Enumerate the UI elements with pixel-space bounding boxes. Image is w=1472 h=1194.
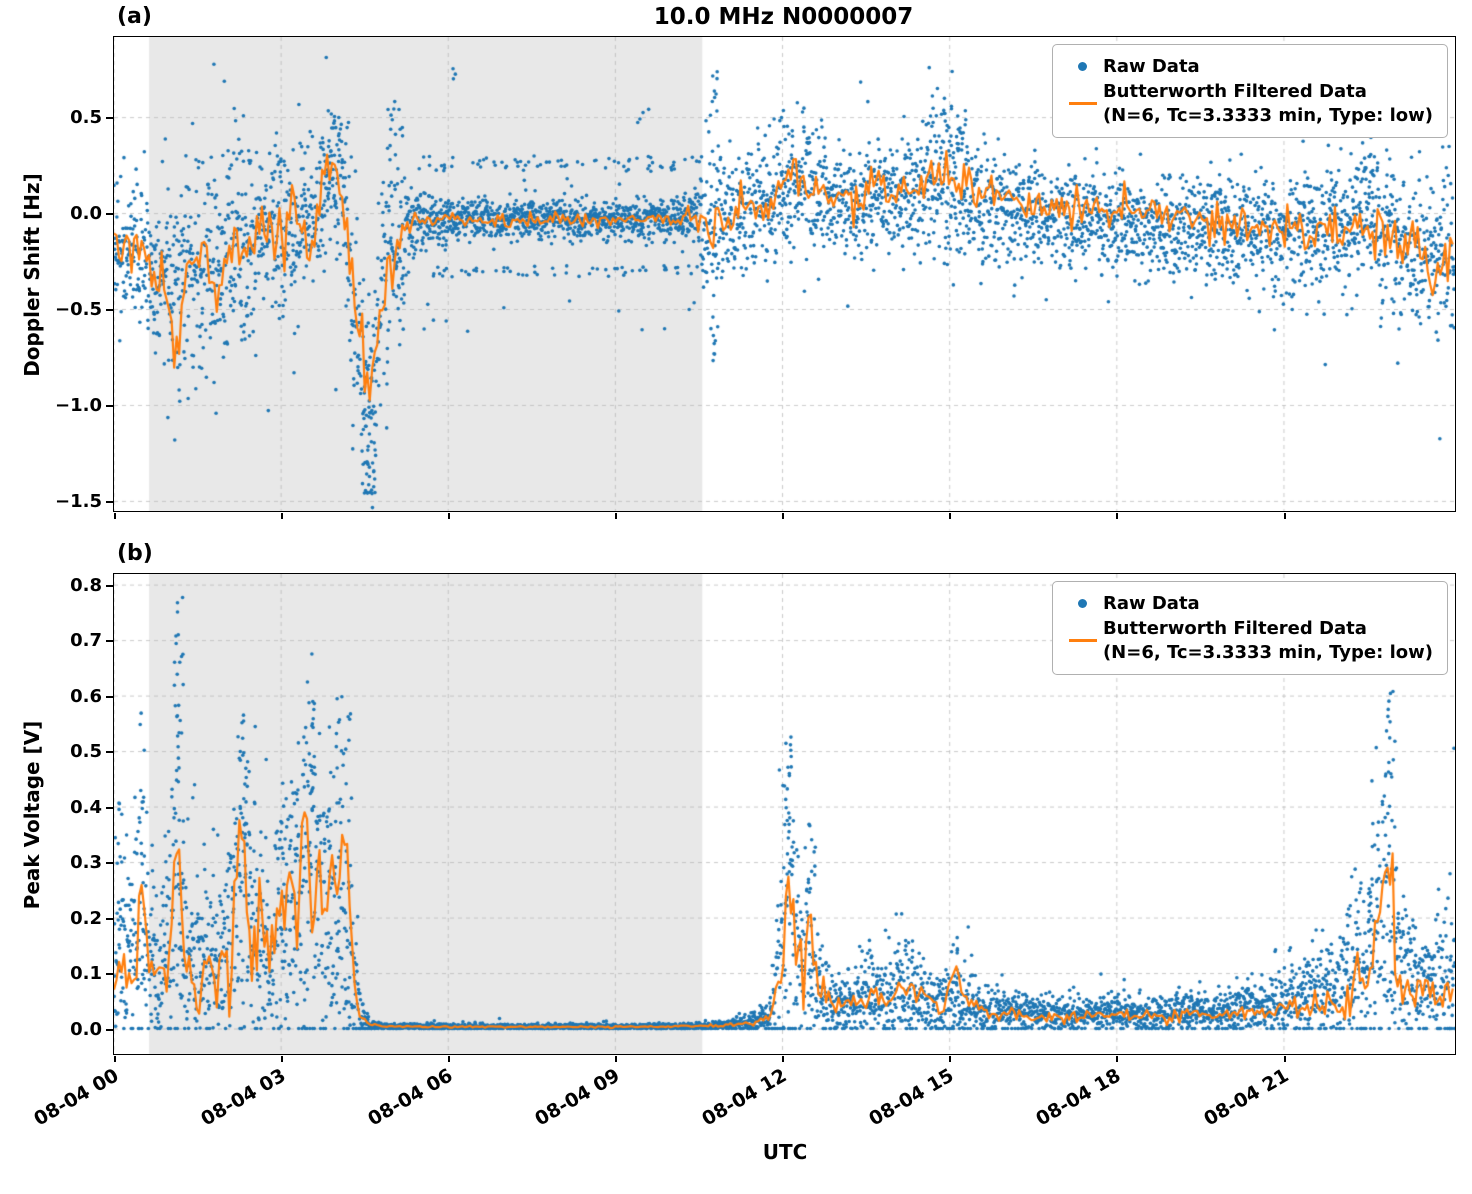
y-tick-mark (106, 806, 113, 809)
x-tick-mark (782, 1056, 785, 1063)
legend-raw-marker-cell (1063, 62, 1103, 72)
x-tick-mark (1116, 1056, 1119, 1063)
y-tick-mark (106, 1028, 113, 1031)
x-tick-mark (949, 1056, 952, 1063)
legend-filtered-entry: Butterworth Filtered Data (N=6, Tc=3.333… (1063, 80, 1433, 127)
legend-filtered-line1: Butterworth Filtered Data (1102, 618, 1367, 640)
y-tick-label: 0.0 (70, 1018, 102, 1040)
x-tick-mark (447, 513, 450, 520)
x-tick-mark (113, 1056, 116, 1063)
x-tick-mark (1116, 513, 1119, 520)
y-tick-mark (106, 117, 113, 120)
legend-filtered-line2: (N=6, Tc=3.3333 min, Type: low) (1102, 104, 1433, 126)
panel-a-plot-area: Raw Data Butterworth Filtered Data (N=6,… (113, 36, 1456, 512)
legend-raw-label: Raw Data (1102, 56, 1200, 77)
raw-data-dot-icon (1078, 599, 1088, 609)
legend-filtered-line2: (N=6, Tc=3.3333 min, Type: low) (1102, 641, 1433, 663)
y-tick-label: −1.5 (55, 491, 102, 512)
y-tick-mark (106, 917, 113, 920)
legend-raw-entry: Raw Data (1063, 55, 1433, 78)
chart-title: 10.0 MHz N0000007 (653, 4, 914, 30)
panel-a-legend: Raw Data Butterworth Filtered Data (N=6,… (1051, 44, 1448, 139)
y-tick-label: 0.1 (70, 963, 102, 985)
y-tick-mark (106, 640, 113, 643)
legend-raw-marker-cell (1063, 599, 1103, 609)
y-tick-mark (106, 309, 113, 312)
y-tick-mark (106, 584, 113, 587)
panel-b-plot-area: Raw Data Butterworth Filtered Data (N=6,… (113, 573, 1456, 1055)
y-tick-label: 0.7 (70, 630, 102, 652)
y-tick-mark (106, 695, 113, 698)
y-tick-label: 0.0 (70, 203, 102, 225)
x-tick-mark (113, 513, 116, 520)
panel-a-label: (a) (117, 4, 152, 29)
y-tick-mark (106, 213, 113, 216)
y-tick-label: 0.3 (70, 852, 102, 874)
x-tick-mark (1283, 1056, 1286, 1063)
x-tick-mark (447, 1056, 450, 1063)
y-tick-label: −1.0 (55, 395, 102, 417)
legend-filtered-line1: Butterworth Filtered Data (1102, 81, 1367, 103)
y-tick-mark (106, 973, 113, 976)
legend-filtered-label: Butterworth Filtered Data (N=6, Tc=3.333… (1103, 617, 1433, 664)
legend-filtered-label: Butterworth Filtered Data (N=6, Tc=3.333… (1103, 80, 1433, 127)
legend-filtered-marker-cell (1063, 639, 1103, 643)
y-tick-mark (106, 405, 113, 408)
y-tick-mark (106, 751, 113, 754)
y-tick-label: 0.8 (70, 574, 102, 596)
legend-raw-label: Raw Data (1102, 593, 1200, 614)
legend-filtered-entry: Butterworth Filtered Data (N=6, Tc=3.333… (1063, 617, 1433, 664)
panel-b-legend: Raw Data Butterworth Filtered Data (N=6,… (1051, 581, 1448, 676)
y-tick-label: 0.2 (70, 907, 102, 929)
filtered-line-icon (1068, 639, 1097, 643)
y-tick-label: −0.5 (55, 299, 102, 321)
y-tick-mark (106, 501, 113, 503)
x-tick-mark (615, 513, 617, 520)
x-axis-label: UTC (762, 1140, 808, 1164)
raw-data-dot-icon (1078, 62, 1088, 72)
y-tick-label: 0.5 (70, 107, 102, 129)
x-tick-mark (615, 1056, 617, 1063)
x-tick-mark (280, 1056, 283, 1063)
x-tick-mark (1283, 513, 1286, 520)
x-tick-mark (782, 513, 785, 520)
y-tick-label: 0.5 (70, 741, 102, 763)
legend-raw-entry: Raw Data (1063, 592, 1433, 615)
x-tick-mark (949, 513, 952, 520)
legend-filtered-marker-cell (1063, 102, 1103, 106)
panel-b-label: (b) (117, 541, 153, 566)
y-tick-label: 0.6 (70, 685, 102, 707)
x-tick-mark (280, 513, 283, 520)
y-tick-label: 0.4 (70, 796, 102, 818)
y-tick-mark (106, 862, 113, 865)
filtered-line-icon (1068, 102, 1097, 106)
